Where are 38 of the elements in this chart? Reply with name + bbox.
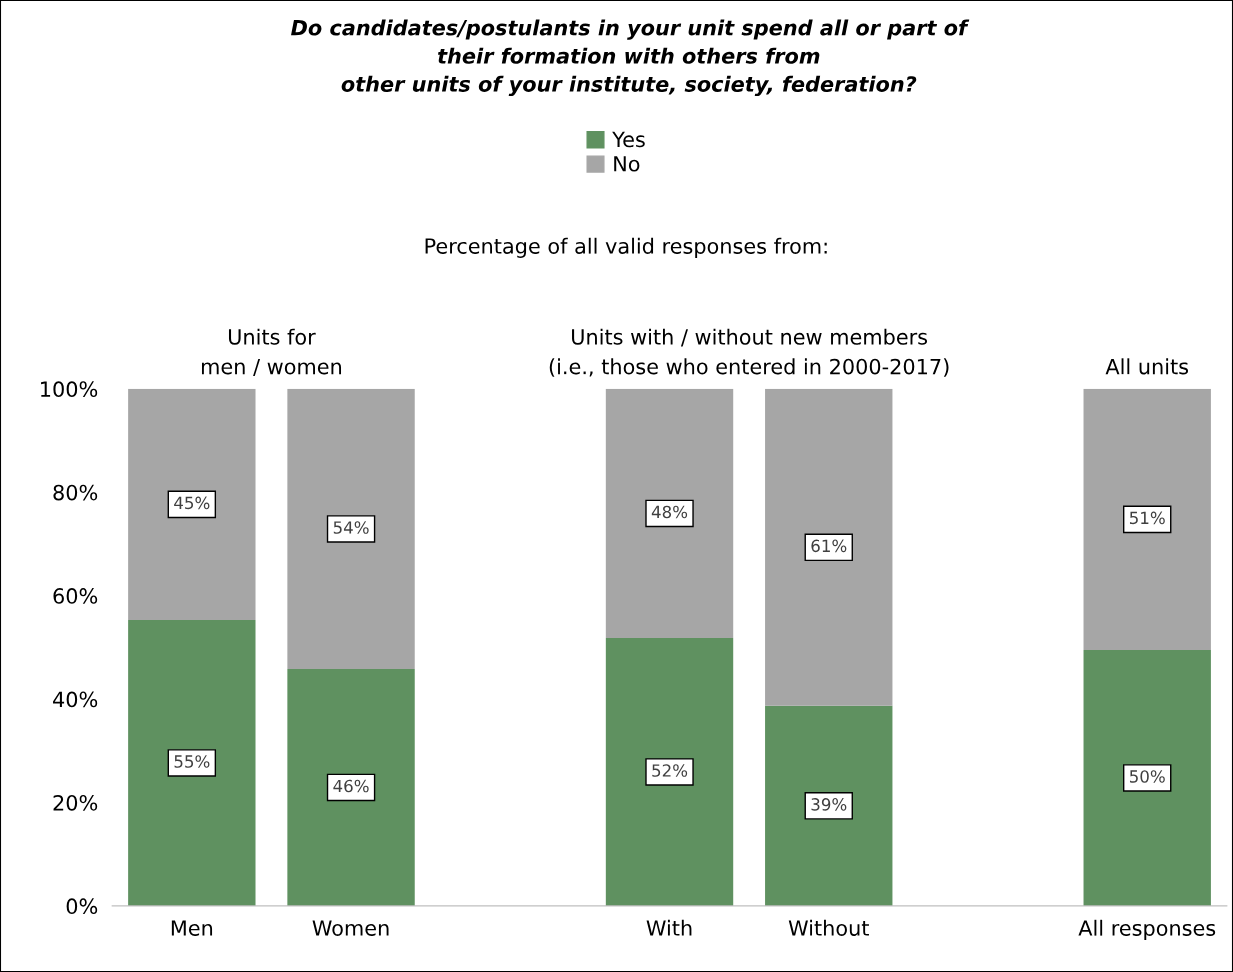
text: All units [1105,358,1189,375]
x-tick-label: With [646,919,692,936]
chart-subtitle: Percentage of all valid responses from: [425,237,827,258]
data-label: 52% [652,764,688,777]
text: Units with / without new members (i.e., those who entered in 2000-2017) [549,328,949,377]
bar [1083,388,1211,650]
x-tick-label: Without [788,919,869,936]
y-tick-label: 0% [66,898,98,915]
bar [765,705,893,906]
data-label: 61% [811,539,847,553]
bar [287,669,415,906]
bar [765,388,893,706]
data-label: 51% [1129,511,1165,525]
data-label: 48% [651,505,688,519]
data-label: 50% [1129,770,1165,783]
bar [605,388,734,639]
y-tick-label: 80% [53,484,98,501]
y-tick-label: 100% [41,381,98,398]
chart-title: Do candidates/postulants in your unit spend all or part of their formation with others from other units of your institute, society, federation? [291,19,970,97]
text: Units for men / women [201,328,342,377]
bar [287,388,415,670]
y-tick-label: 60% [53,588,98,604]
x-tick-label: All responses [1078,919,1216,940]
data-label: 55% [174,755,210,768]
bar [1083,649,1211,906]
y-tick-label: 20% [53,794,98,811]
x-tick-label: Women [312,920,389,936]
bar [128,388,256,620]
legend-label: Yes [612,131,645,148]
y-tick-label: 40% [53,691,98,708]
data-label: 39% [811,798,847,811]
bar [128,619,256,906]
data-label: 54% [333,521,369,534]
x-tick-label: Men [171,920,213,936]
data-label: 45% [174,496,210,510]
bar [605,638,734,906]
legend-label: No [614,156,640,172]
data-label: 46% [333,779,369,793]
